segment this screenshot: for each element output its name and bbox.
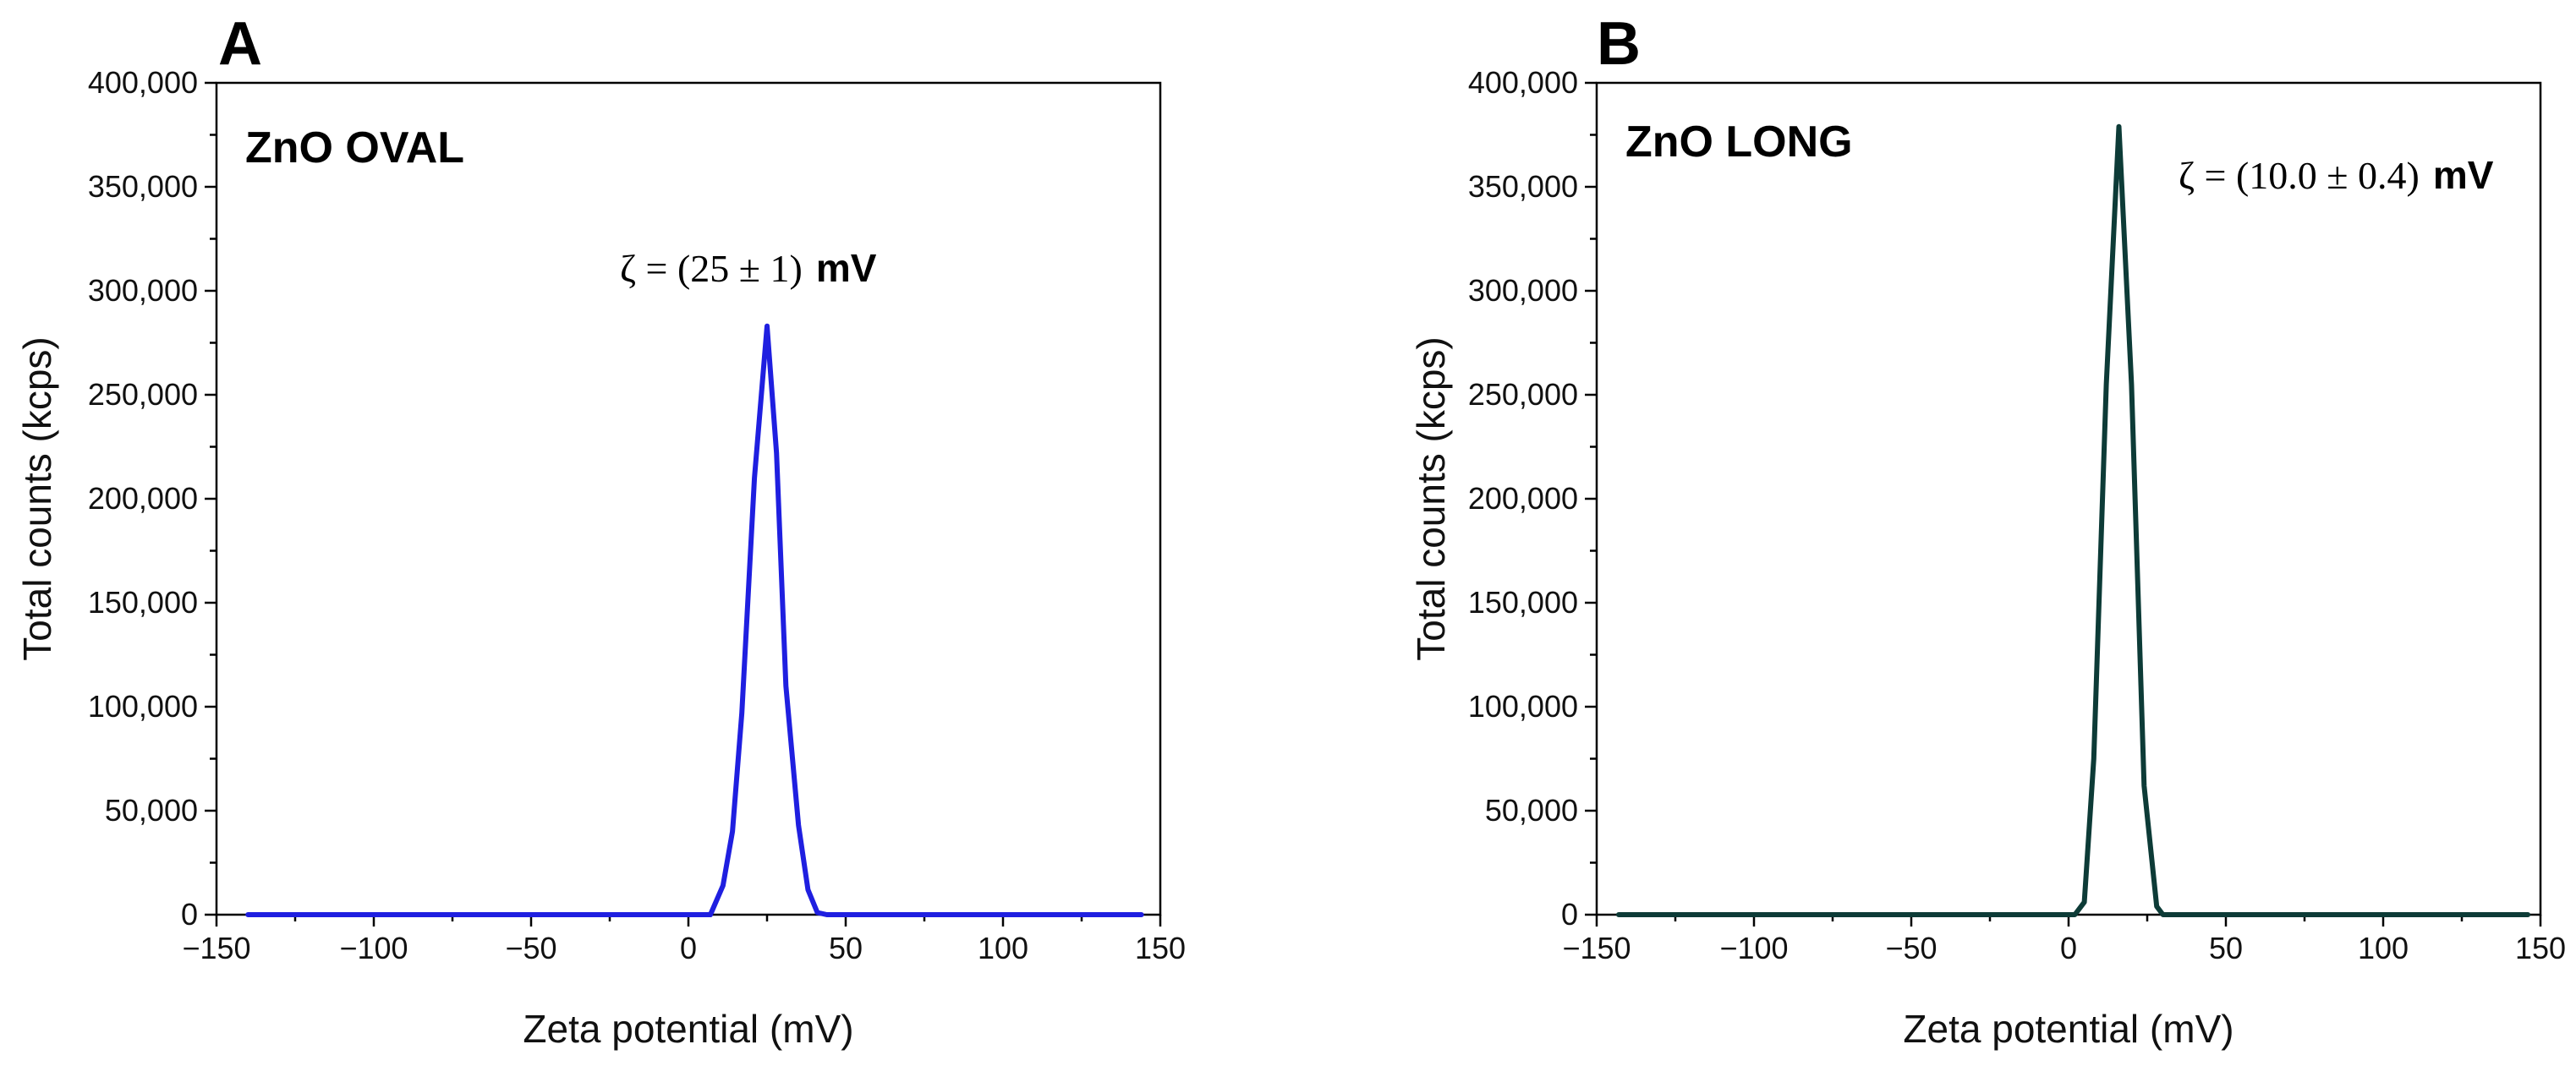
y-tick-label: 250,000 [1468, 377, 1578, 412]
y-tick-label: 200,000 [1468, 481, 1578, 516]
chart-panel-a: A 0 50,000 100,000 150,000 200,000 250,000 300… [15, 10, 1186, 1051]
zeta-value-a: ζ = (25 ± 1) [620, 247, 803, 290]
zeta-value-b: ζ = (10.0 ± 0.4) [2179, 154, 2420, 197]
zeta-unit-b: mV [2433, 153, 2494, 197]
y-tick-label: 150,000 [1468, 585, 1578, 620]
x-tick-label: 0 [2060, 931, 2077, 965]
y-tick-label: 350,000 [1468, 169, 1578, 204]
y-axis-b: 0 50,000 100,000 150,000 200,000 250,000 300,0… [1468, 65, 1597, 932]
x-tick-label: 0 [680, 931, 697, 965]
x-tick-label: −50 [1885, 931, 1937, 965]
series-line-a [245, 323, 1144, 917]
y-tick-label: 350,000 [88, 169, 198, 204]
x-tick-label: 150 [1135, 931, 1186, 965]
x-tick-label: 50 [829, 931, 863, 965]
y-tick-label: 50,000 [105, 793, 198, 828]
sample-label-a: ZnO OVAL [245, 123, 464, 172]
y-tick-label: 400,000 [88, 65, 198, 100]
x-axis-b: −150 −100 −50 0 50 100 150 [1562, 915, 2566, 965]
x-axis-a: −150 −100 −50 0 50 100 150 [182, 915, 1186, 965]
y-tick-label: 100,000 [1468, 689, 1578, 724]
y-tick-label: 100,000 [88, 689, 198, 724]
x-tick-label: −150 [1562, 931, 1631, 965]
y-axis-a: 0 50,000 100,000 150,000 200,000 250,000 300,0… [88, 65, 216, 932]
panel-letter-b: B [1597, 10, 1641, 78]
y-tick-label: 400,000 [1468, 65, 1578, 100]
zeta-annotation-b: ζ = (10.0 ± 0.4) mV [2179, 153, 2494, 197]
x-tick-label: 100 [2358, 931, 2409, 965]
y-tick-label: 300,000 [88, 273, 198, 308]
x-tick-label: 100 [978, 931, 1028, 965]
series-line-b [1616, 123, 2531, 917]
x-tick-label: 150 [2515, 931, 2566, 965]
zeta-annotation-a: ζ = (25 ± 1) mV [620, 246, 877, 290]
y-tick-label: 150,000 [88, 585, 198, 620]
x-tick-label: −50 [505, 931, 556, 965]
y-tick-label: 300,000 [1468, 273, 1578, 308]
chart-panel-b: B 0 50,000 100,000 150,000 200,000 250,000 300… [1409, 10, 2566, 1051]
x-tick-label: −100 [1719, 931, 1788, 965]
sample-label-b: ZnO LONG [1625, 118, 1853, 167]
panel-letter-a: A [218, 10, 262, 78]
y-axis-title-b: Total counts (kcps) [1409, 336, 1453, 660]
y-axis-title-a: Total counts (kcps) [15, 336, 59, 660]
x-tick-label: −100 [339, 931, 408, 965]
zeta-unit-a: mV [816, 246, 877, 290]
y-tick-label: 0 [181, 897, 198, 932]
y-tick-label: 200,000 [88, 481, 198, 516]
y-tick-label: 250,000 [88, 377, 198, 412]
x-tick-label: 50 [2209, 931, 2243, 965]
y-tick-label: 50,000 [1485, 793, 1578, 828]
x-tick-label: −150 [182, 931, 250, 965]
y-tick-label: 0 [1561, 897, 1578, 932]
x-axis-title-b: Zeta potential (mV) [1903, 1007, 2233, 1051]
x-axis-title-a: Zeta potential (mV) [523, 1007, 853, 1051]
